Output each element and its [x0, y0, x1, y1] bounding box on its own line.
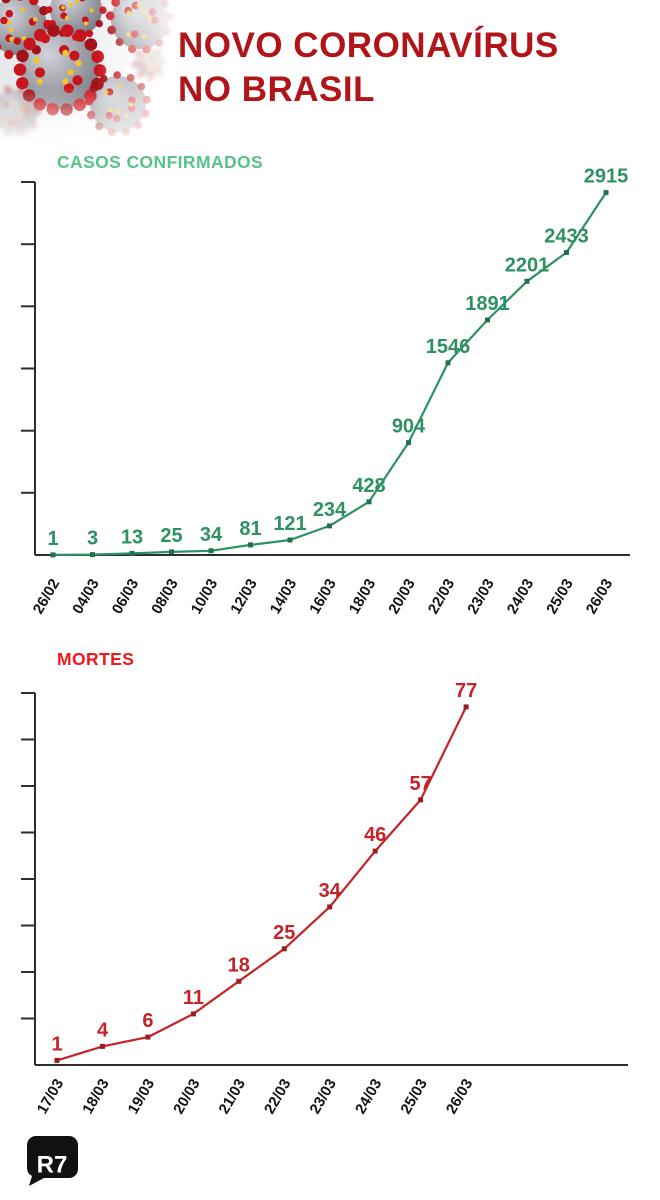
data-point-marker [603, 190, 609, 196]
x-tick-label: 24/03 [504, 576, 537, 617]
page-title-line1: NOVO CORONAVÍRUS [178, 26, 559, 65]
r7-logo: R7 [27, 1136, 78, 1186]
x-tick-label: 12/03 [227, 576, 260, 617]
r7-logo-text: R7 [37, 1151, 68, 1178]
x-tick-label: 19/03 [125, 1076, 158, 1117]
data-point-label: 2433 [544, 226, 589, 248]
r7-logo-bubble [27, 1136, 78, 1186]
data-point-label: 234 [313, 499, 347, 521]
x-tick-label: 10/03 [188, 576, 221, 617]
data-point-label: 46 [364, 824, 386, 846]
data-point-marker [524, 278, 530, 284]
data-point-label: 1546 [426, 336, 471, 358]
x-tick-label: 23/03 [464, 576, 497, 617]
x-tick-label: 25/03 [543, 576, 576, 617]
x-tick-label: 16/03 [306, 576, 339, 617]
data-point-label: 121 [273, 513, 306, 535]
data-point-label: 77 [455, 680, 477, 702]
data-point-label: 3 [87, 528, 98, 550]
data-point-marker [100, 1043, 105, 1049]
data-point-label: 18 [228, 954, 250, 976]
data-point-marker [287, 537, 293, 543]
data-point-label: 904 [392, 416, 426, 438]
data-point-label: 57 [409, 773, 431, 795]
data-point-marker [236, 978, 242, 984]
x-tick-label: 17/03 [34, 1076, 67, 1117]
data-point-marker [327, 904, 333, 910]
data-point-marker [327, 523, 332, 529]
data-point-label: 2915 [584, 166, 629, 188]
x-tick-label: 23/03 [306, 1076, 339, 1117]
data-point-marker [248, 542, 253, 548]
series-line [56, 706, 468, 1062]
data-point-label: 428 [352, 475, 385, 497]
page-title-line2: NO BRASIL [178, 70, 375, 109]
deaths-chart-title: MORTES [57, 649, 135, 669]
x-tick-label: 08/03 [148, 576, 181, 617]
virus-art-fade-bottom [0, 0, 176, 140]
confirmed-cases-line-chart: 1 26/02 3 04/03 13 06/03 25 08/03 34 10/03 81 12/03… [21, 166, 630, 617]
page-title: NOVO CORONAVÍRUS NO BRASIL [178, 24, 559, 112]
x-tick-label: 20/03 [170, 1076, 203, 1117]
x-tick-label: 18/03 [79, 1076, 112, 1117]
data-point-marker [463, 704, 469, 710]
data-point-marker [208, 548, 214, 554]
deaths-line-chart: 1 17/03 4 18/03 6 19/03 11 20/03 18 21/03 25 22/03 3… [21, 680, 628, 1117]
x-tick-label: 25/03 [397, 1076, 430, 1117]
coronavirus-illustration [0, 0, 176, 140]
data-point-label: 25 [160, 525, 182, 547]
x-tick-label: 04/03 [69, 576, 102, 617]
x-tick-label: 26/02 [30, 576, 63, 617]
data-point-marker [169, 549, 174, 555]
data-point-marker [281, 946, 287, 952]
data-point-marker [564, 250, 569, 255]
x-tick-label: 06/03 [109, 576, 142, 617]
data-point-label: 1891 [465, 293, 510, 315]
data-point-marker [90, 552, 95, 558]
data-point-label: 81 [239, 518, 261, 540]
x-tick-label: 14/03 [267, 576, 300, 617]
x-tick-label: 24/03 [352, 1076, 385, 1117]
data-point-label: 4 [97, 1019, 109, 1041]
data-point-marker [366, 499, 372, 505]
data-point-marker [50, 552, 56, 558]
data-point-marker [445, 360, 451, 366]
data-point-label: 1 [51, 1033, 62, 1055]
data-point-marker [145, 1034, 151, 1040]
data-point-marker [54, 1057, 60, 1063]
x-tick-label: 26/03 [583, 576, 616, 617]
data-point-marker [418, 797, 424, 803]
data-point-label: 13 [121, 526, 143, 548]
data-point-marker [190, 1011, 196, 1017]
data-point-label: 6 [142, 1010, 153, 1032]
data-point-label: 11 [183, 987, 204, 1009]
data-point-label: 34 [319, 880, 342, 902]
x-tick-label: 20/03 [385, 576, 418, 617]
x-tick-label: 18/03 [346, 576, 379, 617]
confirmed-cases-chart-title: CASOS CONFIRMADOS [57, 152, 264, 172]
data-point-label: 34 [200, 524, 223, 546]
x-tick-label: 22/03 [425, 576, 458, 617]
data-point-marker [372, 848, 378, 854]
x-tick-label: 22/03 [261, 1076, 294, 1117]
data-point-marker [406, 440, 411, 446]
x-tick-label: 21/03 [216, 1076, 249, 1117]
x-tick-label: 26/03 [443, 1076, 476, 1117]
data-point-marker [485, 317, 490, 323]
data-point-label: 25 [273, 922, 295, 944]
data-point-marker [129, 550, 135, 556]
data-point-label: 1 [47, 528, 58, 550]
data-point-label: 2201 [505, 254, 550, 276]
